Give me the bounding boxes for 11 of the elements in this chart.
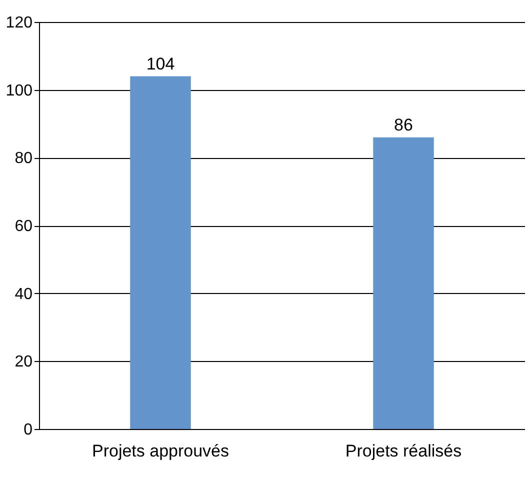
y-tick-label: 80 xyxy=(14,150,33,168)
y-tick-label: 40 xyxy=(14,286,33,303)
data-label: 86 xyxy=(394,115,413,134)
y-tick-label: 100 xyxy=(6,82,33,100)
x-tick-label: Projets approuvés xyxy=(92,442,230,460)
x-tick-label: Projets réalisés xyxy=(345,442,462,460)
y-tick-label: 20 xyxy=(14,354,33,371)
y-tick-label: 0 xyxy=(24,422,33,438)
y-tick-label: 60 xyxy=(14,218,33,235)
y-tick-label: 120 xyxy=(6,14,33,32)
data-label: 104 xyxy=(146,54,175,74)
